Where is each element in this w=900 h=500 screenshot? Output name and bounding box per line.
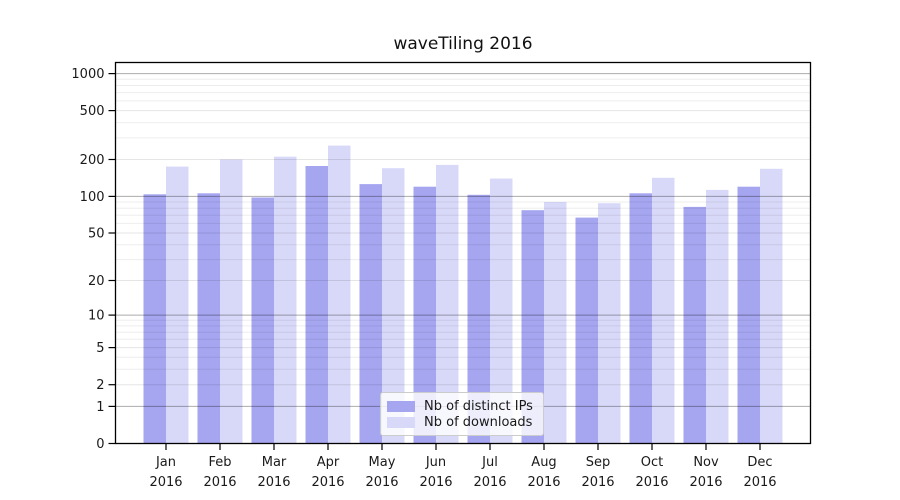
bar-downloads-mar [274,156,297,444]
x-tick-label-year-mar: 2016 [257,475,290,490]
bar-downloads-jun [436,164,459,444]
y-tick-label-5: 5 [96,341,104,356]
x-tick-label-month-jul: Jul [481,455,498,470]
x-tick-label-year-jan: 2016 [149,475,182,490]
bar-downloads-oct [652,177,675,444]
legend-label-distinct-ips: Nb of distinct IPs [424,398,533,414]
x-tick-label-year-jul: 2016 [473,475,506,490]
bar-downloads-jan [166,166,189,444]
bar-ips-may [359,184,382,444]
x-tick-label-month-may: May [369,455,396,470]
bar-downloads-apr [328,145,351,444]
chart-title: waveTiling 2016 [393,34,533,54]
y-tick-label-10: 10 [88,309,105,324]
x-tick-label-year-aug: 2016 [527,475,560,490]
y-tick-label-0: 0 [96,437,104,452]
legend-label-downloads: Nb of downloads [424,415,533,431]
x-tick-label-month-aug: Aug [531,455,556,470]
x-tick-label-month-nov: Nov [693,455,719,470]
x-tick-label-year-apr: 2016 [311,475,344,490]
y-tick-label-1: 1 [96,400,104,415]
bar-ips-nov [683,206,706,444]
legend-swatch-downloads [387,417,415,429]
x-tick-label-month-oct: Oct [641,455,663,470]
y-tick-label-20: 20 [88,274,105,289]
legend-item-downloads: Nb of downloads [387,415,535,432]
bar-ips-jul [467,194,490,444]
x-tick-label-month-sep: Sep [586,455,611,470]
bar-ips-mar [251,197,274,444]
y-tick-label-500: 500 [80,104,105,119]
bar-downloads-dec [760,168,783,444]
y-tick-label-100: 100 [80,190,105,205]
x-tick-label-month-feb: Feb [208,455,231,470]
x-tick-label-month-jun: Jun [425,455,446,470]
x-tick-label-month-dec: Dec [747,455,772,470]
x-tick-label-year-sep: 2016 [581,475,614,490]
x-tick-label-month-apr: Apr [317,455,340,470]
y-tick-label-1000: 1000 [71,67,104,82]
x-tick-label-year-oct: 2016 [635,475,668,490]
y-tick-label-50: 50 [88,227,105,242]
x-tick-label-month-mar: Mar [262,455,287,470]
legend-swatch-distinct-ips [387,400,415,412]
bar-downloads-jul [490,178,513,444]
bar-downloads-aug [544,202,567,444]
bar-ips-oct [629,193,652,444]
x-tick-label-year-may: 2016 [365,475,398,490]
x-tick-label-year-jun: 2016 [419,475,452,490]
bar-ips-jan [143,194,166,444]
bar-ips-apr [305,166,328,444]
y-tick-label-2: 2 [96,378,104,393]
x-tick-label-month-jan: Jan [155,455,176,470]
y-tick-label-200: 200 [80,153,105,168]
bar-downloads-nov [706,189,729,444]
bar-downloads-may [382,168,405,444]
plot-border [114,61,812,445]
legend-item-distinct-ips: Nb of distinct IPs [387,398,535,415]
bar-ips-aug [521,210,544,444]
x-tick-label-year-feb: 2016 [203,475,236,490]
x-tick-label-year-nov: 2016 [689,475,722,490]
bar-ips-feb [197,193,220,444]
bar-ips-jun [413,186,436,444]
x-tick-label-year-dec: 2016 [743,475,776,490]
bar-ips-dec [737,186,760,444]
bar-downloads-feb [220,159,243,444]
legend: Nb of distinct IPs Nb of downloads [380,392,544,436]
bar-ips-sep [575,217,598,444]
bar-downloads-sep [598,203,621,444]
